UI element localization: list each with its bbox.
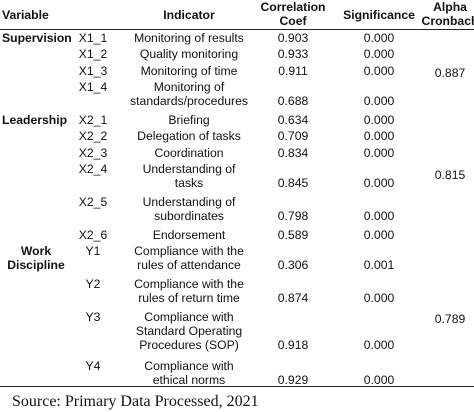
row-indicator: Monitoring of time <box>140 64 238 78</box>
row-significance: 0.000 <box>363 209 395 223</box>
row-code: X1_2 <box>78 47 108 61</box>
row-indicator: Quality monitoring <box>139 47 239 61</box>
header-alpha-cronbach: Cronbach <box>421 14 474 28</box>
row-code: X1_1 <box>78 31 108 45</box>
row-code: Y2 <box>85 277 101 291</box>
row-code: X1_3 <box>78 64 108 78</box>
row-significance: 0.000 <box>363 373 395 387</box>
row-code: X2_2 <box>78 129 108 143</box>
row-indicator: subordinates <box>154 209 224 223</box>
row-significance: 0.000 <box>363 64 395 78</box>
row-indicator: Endorsement <box>152 228 226 242</box>
row-significance: 0.000 <box>363 31 395 45</box>
row-indicator: Standard Operating <box>135 324 243 338</box>
row-significance: 0.000 <box>363 47 395 61</box>
row-indicator: ethical norms <box>152 373 226 387</box>
row-indicator: Compliance with the <box>134 244 244 258</box>
row-code: X2_5 <box>78 195 108 209</box>
row-indicator: standards/procedures <box>130 94 248 108</box>
row-significance: 0.000 <box>363 228 395 242</box>
row-significance: 0.000 <box>363 113 395 127</box>
header-rule <box>0 29 474 30</box>
header-significance: Significance <box>343 8 415 22</box>
row-significance: 0.000 <box>363 94 395 108</box>
row-significance: 0.001 <box>363 258 395 272</box>
row-code: X2_4 <box>78 162 108 176</box>
row-code: Y1 <box>85 244 101 258</box>
row-correlation-coef: 0.709 <box>277 129 309 143</box>
row-indicator: tasks <box>174 176 204 190</box>
row-correlation-coef: 0.306 <box>277 258 309 272</box>
row-significance: 0.000 <box>363 338 395 352</box>
header-variable: Variable <box>2 8 49 22</box>
row-correlation-coef: 0.834 <box>277 146 309 160</box>
alpha-value: 0.789 <box>434 312 466 326</box>
row-indicator: Briefing <box>168 113 210 127</box>
row-indicator: Coordination <box>154 146 224 160</box>
row-indicator: Compliance with <box>144 310 234 324</box>
row-indicator: rules of attendance <box>137 258 241 272</box>
row-indicator: Understanding of <box>142 195 236 209</box>
row-correlation-coef: 0.903 <box>277 31 309 45</box>
row-correlation-coef: 0.933 <box>277 47 309 61</box>
row-significance: 0.000 <box>363 146 395 160</box>
row-indicator: Delegation of tasks <box>137 129 241 143</box>
header-indicator: Indicator <box>163 8 215 22</box>
row-correlation-coef: 0.688 <box>277 94 309 108</box>
alpha-value: 0.815 <box>434 168 466 182</box>
row-indicator: Monitoring of results <box>134 31 244 45</box>
variable-work-discipline: Work <box>20 244 52 258</box>
row-correlation-coef: 0.845 <box>277 176 309 190</box>
row-indicator: Understanding of <box>142 162 236 176</box>
row-correlation-coef: 0.911 <box>278 64 308 78</box>
variable-work-discipline: Discipline <box>7 258 65 272</box>
row-indicator: rules of return time <box>138 291 240 305</box>
row-significance: 0.000 <box>363 176 395 190</box>
row-indicator: Monitoring of <box>153 80 225 94</box>
row-code: Y4 <box>85 359 101 373</box>
row-significance: 0.000 <box>363 129 395 143</box>
variable-supervision: Supervision <box>2 31 72 45</box>
row-code: X1_4 <box>78 80 108 94</box>
variable-leadership: Leadership <box>2 113 68 127</box>
row-indicator: Procedures (SOP) <box>139 338 239 352</box>
source-note: Source: Primary Data Processed, 2021 <box>12 393 259 410</box>
row-correlation-coef: 0.929 <box>277 373 309 387</box>
row-code: X2_3 <box>78 146 108 160</box>
row-indicator: Compliance with the <box>134 277 244 291</box>
row-indicator: Compliance with <box>144 359 234 373</box>
alpha-value: 0.887 <box>434 66 466 80</box>
row-correlation-coef: 0.918 <box>277 338 309 352</box>
row-code: Y3 <box>85 310 101 324</box>
row-correlation-coef: 0.798 <box>277 209 309 223</box>
header-correlation-coef: Correlation <box>260 0 326 14</box>
header-alpha-cronbach: Alpha <box>433 0 467 14</box>
row-correlation-coef: 0.589 <box>277 228 309 242</box>
row-correlation-coef: 0.634 <box>277 113 309 127</box>
row-code: X2_1 <box>78 113 108 127</box>
row-code: X2_6 <box>78 228 108 242</box>
header-correlation-coef: Coef <box>279 14 307 28</box>
bottom-rule <box>0 386 474 387</box>
row-correlation-coef: 0.874 <box>277 291 309 305</box>
row-significance: 0.000 <box>363 291 395 305</box>
